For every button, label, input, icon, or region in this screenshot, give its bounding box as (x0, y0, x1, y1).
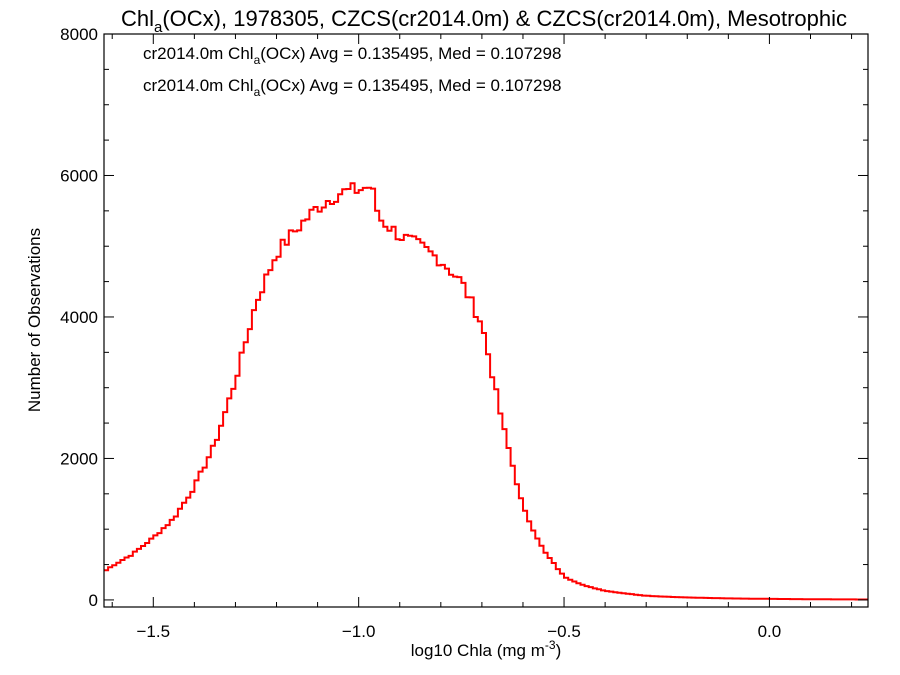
plot-frame (103, 33, 869, 608)
plot-area (104, 34, 868, 607)
annotation-sub: a (254, 85, 261, 99)
x-tick-label: 0.0 (758, 622, 782, 641)
histogram-series (104, 182, 868, 601)
stats-annotation-red: cr2014.0m Chla(OCx) Avg = 0.135495, Med … (143, 76, 561, 99)
plot-background (104, 34, 868, 607)
annotation-sub: a (254, 53, 261, 67)
x-axis-label-pre: log10 Chla (mg m (411, 641, 545, 660)
chart-title-post: (OCx), 1978305, CZCS(cr2014.0m) & CZCS(c… (162, 6, 847, 31)
y-tick-label: 4000 (60, 308, 98, 327)
x-axis-label: log10 Chla (mg m-3) (411, 638, 562, 660)
annotation-post: (OCx) Avg = 0.135495, Med = 0.107298 (260, 44, 561, 63)
y-tick-label: 0 (89, 591, 98, 610)
y-tick-label: 6000 (60, 166, 98, 185)
x-axis-label-post: ) (556, 641, 562, 660)
x-axis-label-sup: -3 (545, 638, 556, 652)
chart-title-sub: a (154, 19, 163, 36)
y-axis-label: Number of Observations (25, 228, 44, 412)
stats-annotation-black: cr2014.0m Chla(OCx) Avg = 0.135495, Med … (143, 44, 561, 67)
x-tick-label: −1.0 (342, 622, 376, 641)
annotation-post: (OCx) Avg = 0.135495, Med = 0.107298 (260, 76, 561, 95)
chart-title-pre: Chl (121, 6, 154, 31)
x-tick-label: −1.5 (137, 622, 171, 641)
histogram-line-0 (104, 182, 868, 601)
annotation-pre: cr2014.0m Chl (143, 44, 254, 63)
y-tick-label: 8000 (60, 25, 98, 44)
annotation-pre: cr2014.0m Chl (143, 76, 254, 95)
x-tick-label: −0.5 (547, 622, 581, 641)
y-tick-label: 2000 (60, 449, 98, 468)
chart-title: Chla(OCx), 1978305, CZCS(cr2014.0m) & CZ… (121, 6, 847, 36)
axes: −1.5 −1.0 −0.5 0.0 0 2000 4000 6000 8000 (60, 25, 869, 641)
